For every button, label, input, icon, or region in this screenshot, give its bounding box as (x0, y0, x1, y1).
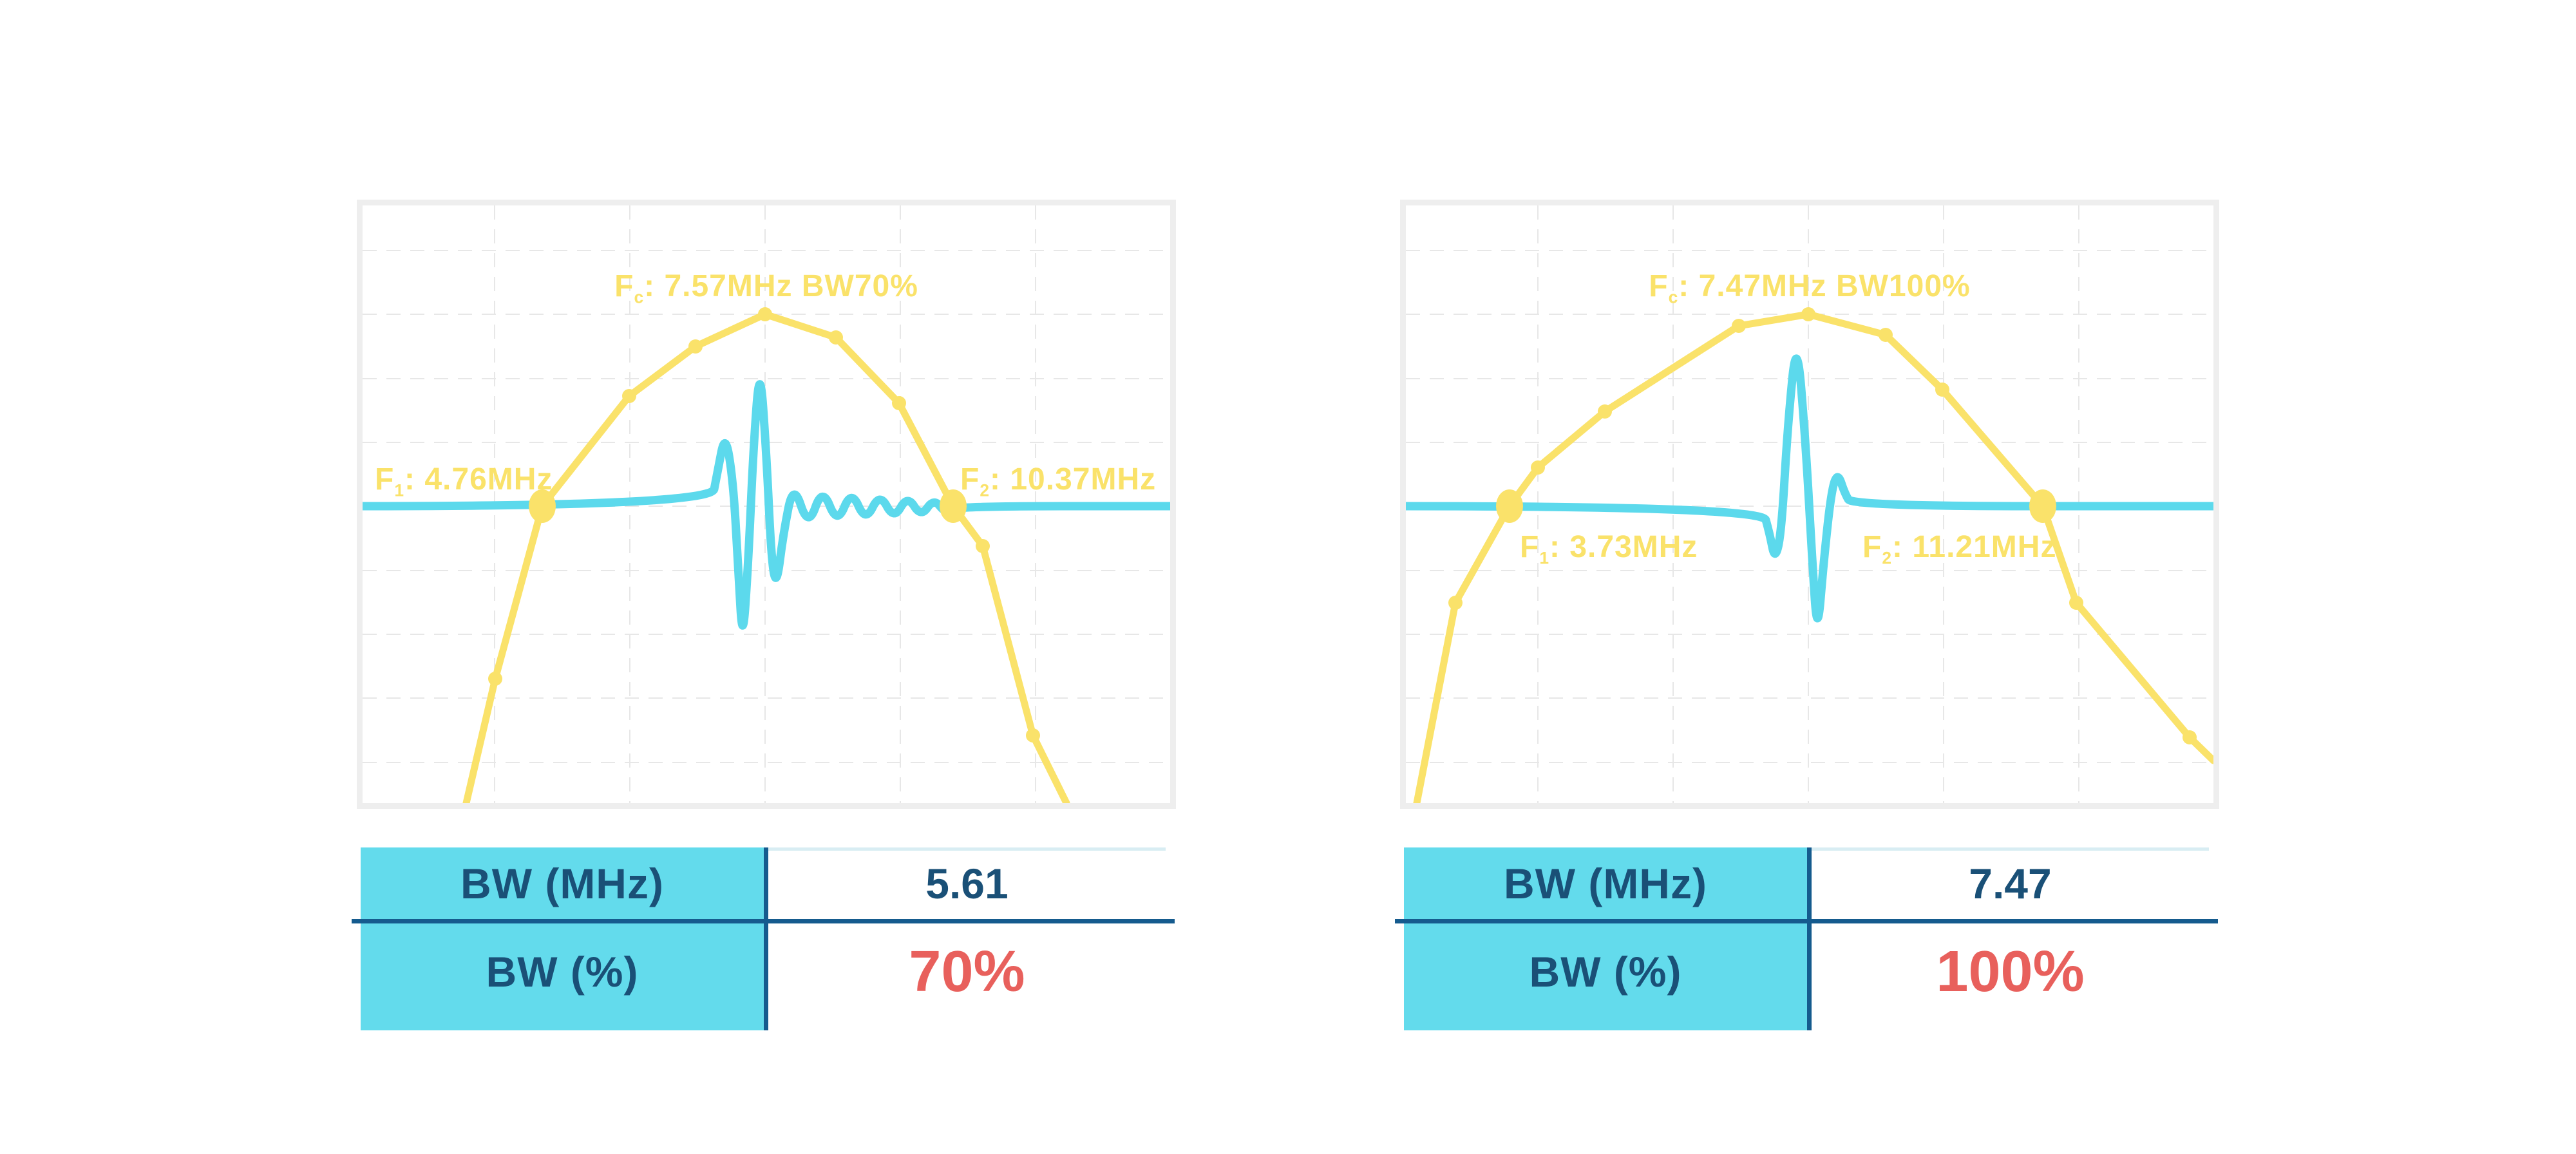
f1-prefix: F (1520, 530, 1540, 564)
bw-pct-label: BW (%) (1529, 948, 1682, 996)
spectrum-point-marker (688, 339, 703, 354)
f2-label: F2: 10.37MHz (960, 462, 1157, 500)
spectrum-point-marker (1026, 728, 1040, 743)
bw-pct-value: 70% (909, 939, 1025, 1004)
spectrum-point-marker (488, 672, 502, 686)
f2-value: : 11.21MHz (1892, 530, 2057, 564)
f2-label: F2: 11.21MHz (1862, 529, 2057, 568)
f1-value: : 4.76MHz (404, 462, 553, 497)
spectrum-point-marker (758, 307, 772, 321)
bw-pct-label: BW (%) (486, 948, 639, 996)
f1-subscript: 1 (394, 480, 405, 500)
table-header-column (1404, 847, 1807, 1030)
fc-subscript: c (634, 287, 645, 307)
bw-mhz-label: BW (MHz) (1504, 859, 1707, 907)
f2-prefix: F (1862, 530, 1882, 564)
table-column-divider (1807, 847, 1812, 1030)
f1-label: F1: 4.76MHz (375, 462, 553, 500)
table-header-column (361, 847, 764, 1030)
f2-value: : 10.37MHz (990, 462, 1157, 497)
fc-value: : 7.47MHz BW100% (1678, 269, 1971, 303)
crossing-point-marker (529, 489, 556, 523)
spectrum-point-marker (622, 389, 636, 403)
spectrum-point-marker (1531, 460, 1545, 475)
spectrum-point-marker (2183, 730, 2197, 744)
spectrum-point-marker (1801, 307, 1815, 321)
table-column-divider (764, 847, 768, 1030)
pulse-waveform (363, 380, 1170, 630)
table-row-divider (1395, 919, 2218, 923)
bw-mhz-label: BW (MHz) (460, 859, 664, 907)
bw-pct-value: 100% (1936, 939, 2085, 1004)
fc-prefix: F (614, 269, 634, 303)
spectrum-point-marker (1598, 404, 1612, 419)
spectrum-plot-left (363, 205, 1170, 803)
table-top-border (1812, 847, 2209, 851)
crossing-point-marker (940, 489, 967, 523)
spectrum-point-marker (1879, 328, 1893, 342)
spectrum-point-marker (976, 539, 990, 553)
spectrum-point-marker (1935, 383, 1949, 397)
spectrum-plot-right (1406, 205, 2213, 803)
spectrum-point-marker (2069, 596, 2083, 610)
f1-prefix: F (375, 462, 395, 497)
fc-value: : 7.57MHz BW70% (644, 269, 918, 303)
center-frequency-label: Fc: 7.57MHz BW70% (363, 269, 1170, 307)
crossing-point-marker (2029, 489, 2056, 523)
fc-prefix: F (1649, 269, 1669, 303)
crossing-point-marker (1496, 489, 1523, 523)
f1-subscript: 1 (1539, 548, 1550, 568)
fc-subscript: c (1668, 287, 1679, 307)
f1-label: F1: 3.73MHz (1520, 529, 1698, 568)
f1-value: : 3.73MHz (1549, 530, 1698, 564)
spectrum-chart-right: Fc: 7.47MHz BW100% F1: 3.73MHz F2: 11.21… (1400, 200, 2219, 809)
f2-prefix: F (960, 462, 980, 497)
spectrum-chart-left: Fc: 7.57MHz BW70% F1: 4.76MHz F2: 10.37M… (357, 200, 1176, 809)
spectrum-curve (462, 310, 1070, 803)
bw-table-left: BW (MHz) 5.61 BW (%) 70% (352, 847, 1175, 1030)
spectrum-point-marker (1448, 596, 1463, 610)
bw-table-right: BW (MHz) 7.47 BW (%) 100% (1395, 847, 2218, 1030)
pulse-waveform (1406, 354, 2213, 623)
center-frequency-label: Fc: 7.47MHz BW100% (1406, 269, 2213, 307)
table-top-border (768, 847, 1166, 851)
spectrum-point-marker (1732, 319, 1746, 333)
spectrum-point-marker (829, 330, 843, 345)
bw-mhz-value: 7.47 (1969, 859, 2052, 907)
table-row-divider (352, 919, 1175, 923)
f2-subscript: 2 (1882, 548, 1893, 568)
bw-mhz-value: 5.61 (925, 859, 1009, 907)
f2-subscript: 2 (980, 480, 990, 500)
spectrum-point-marker (892, 396, 906, 410)
